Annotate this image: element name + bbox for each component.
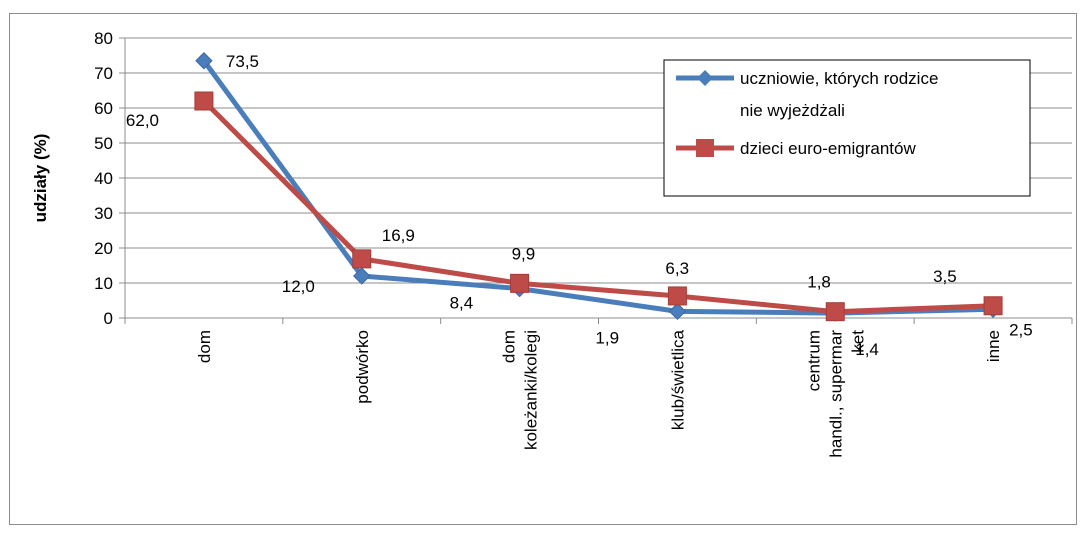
- y-tick-label: 30: [94, 204, 113, 223]
- series-layer: [194, 52, 1003, 322]
- y-tick-label: 10: [94, 274, 113, 293]
- y-tick-label: 0: [104, 309, 113, 328]
- data-labels: 73,5 12,0 8,4 1,9 1,4 2,5 62,0 16,9 9,9 6,3 1,8 3,5: [126, 52, 1033, 359]
- series-point: [194, 91, 214, 111]
- series-point: [352, 249, 372, 269]
- y-tick-labels: 0 10 20 30 40 50 60 70 80: [94, 29, 113, 328]
- data-label: 2,5: [1009, 320, 1033, 339]
- x-category-label: inne: [984, 330, 1003, 362]
- x-category-label-line: dom: [500, 330, 519, 363]
- y-axis-title: udziały (%): [31, 134, 50, 223]
- legend-label-line: uczniowie, których rodzice: [740, 69, 938, 88]
- y-tick-label: 50: [94, 134, 113, 153]
- x-category-label-line: inne: [984, 330, 1003, 362]
- x-category-labels: dom podwórko dom koleżanki/kolegi klub/świet…: [195, 329, 1003, 457]
- x-category-label: dom: [195, 330, 214, 363]
- y-tick-label: 70: [94, 64, 113, 83]
- series-point: [983, 296, 1003, 316]
- legend-label-line: nie wyjeżdżali: [740, 101, 845, 120]
- legend-label: dzieci euro-emigrantów: [740, 139, 916, 158]
- data-label: 1,9: [595, 328, 619, 347]
- series-point: [195, 52, 213, 70]
- series-point: [668, 302, 687, 321]
- data-label: 9,9: [512, 244, 536, 263]
- series-line: [202, 99, 994, 315]
- legend-box: [663, 59, 1031, 197]
- legend: uczniowie, których rodzice nie wyjeżdżali…: [663, 59, 1031, 197]
- y-tick-label: 80: [94, 29, 113, 48]
- data-label: 3,5: [933, 267, 957, 286]
- x-category-label-line: klub/świetlica: [668, 329, 687, 430]
- data-label: 16,9: [382, 226, 415, 245]
- data-label: 12,0: [282, 277, 315, 296]
- data-label: 73,5: [226, 52, 259, 71]
- legend-marker: [697, 70, 713, 86]
- data-label: 62,0: [126, 111, 159, 130]
- x-category-label-line: handl., supermar: [826, 330, 845, 458]
- x-category-label: centrum handl., supermar ket: [804, 330, 867, 458]
- axes: [119, 37, 1073, 324]
- data-label: 8,4: [450, 294, 474, 313]
- x-category-label: dom koleżanki/kolegi: [500, 330, 541, 450]
- data-label: 1,4: [855, 340, 879, 359]
- x-category-label: klub/świetlica: [668, 329, 687, 430]
- x-category-label-line: centrum: [804, 330, 823, 391]
- legend-label-line: dzieci euro-emigrantów: [740, 139, 916, 158]
- y-tick-label: 60: [94, 99, 113, 118]
- x-category-label-line: koleżanki/kolegi: [522, 330, 541, 450]
- data-label: 6,3: [665, 259, 689, 278]
- x-category-label-line: ket: [848, 330, 867, 353]
- legend-label: uczniowie, których rodzice nie wyjeżdżali: [740, 69, 938, 120]
- x-category-label-line: dom: [195, 330, 214, 363]
- x-category-label-line: podwórko: [353, 330, 372, 404]
- series-point: [510, 273, 530, 293]
- series-point: [353, 267, 371, 285]
- legend-marker: [696, 139, 714, 157]
- data-label: 1,8: [807, 273, 831, 292]
- y-tick-label: 40: [94, 169, 113, 188]
- series-point: [825, 302, 845, 322]
- y-tick-label: 20: [94, 239, 113, 258]
- x-category-label: podwórko: [353, 330, 372, 404]
- series-point: [667, 286, 687, 306]
